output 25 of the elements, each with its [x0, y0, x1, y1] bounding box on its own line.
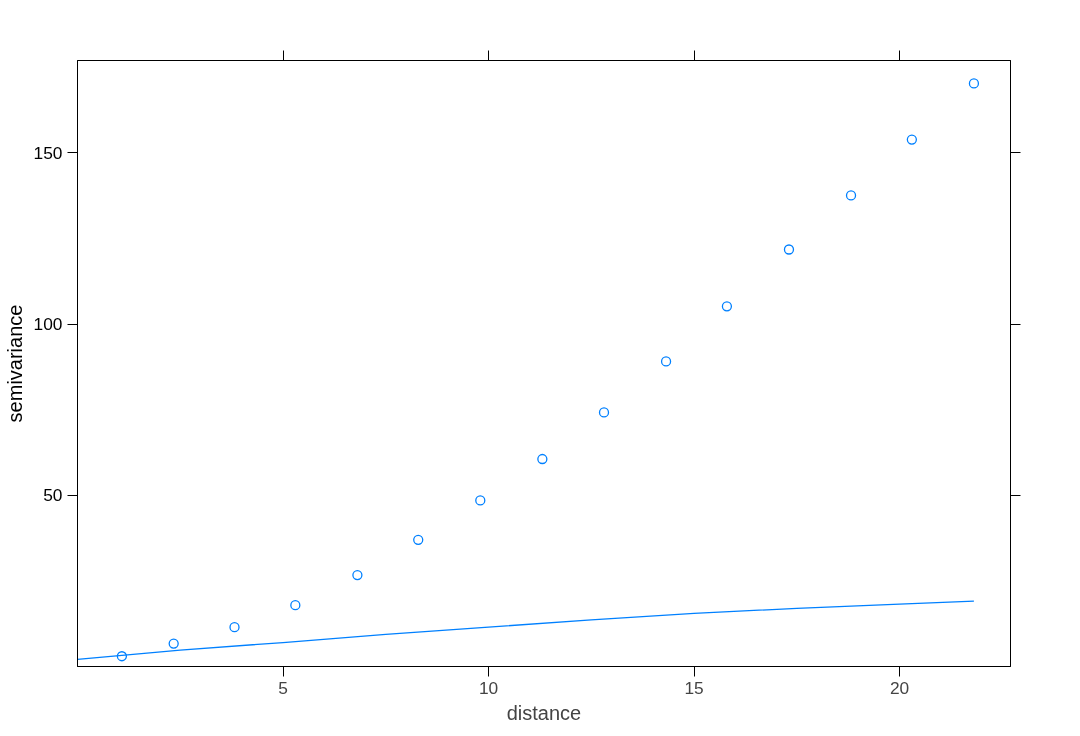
point	[290, 600, 301, 611]
y-axis-title: semivariance	[3, 304, 26, 423]
point	[229, 621, 240, 633]
point	[537, 453, 548, 465]
point	[168, 638, 179, 649]
point	[116, 651, 128, 662]
point	[598, 407, 610, 418]
point	[845, 190, 857, 201]
x-tick-label: 20	[889, 677, 910, 698]
point	[352, 569, 363, 581]
point	[413, 534, 424, 545]
x-tick-label: 15	[684, 677, 704, 698]
point	[475, 495, 486, 506]
x-tick-label: 10	[478, 677, 499, 698]
point	[906, 134, 918, 145]
point	[968, 78, 980, 89]
y-tick-label: 100	[33, 314, 63, 335]
point	[721, 301, 733, 312]
x-tick-label: 5	[278, 677, 288, 698]
line-series	[77, 600, 975, 660]
x-axis-title: distance	[506, 701, 582, 724]
point	[660, 356, 672, 367]
point	[783, 244, 795, 255]
y-tick-label: 50	[43, 485, 63, 506]
y-tick-label: 150	[33, 142, 63, 163]
